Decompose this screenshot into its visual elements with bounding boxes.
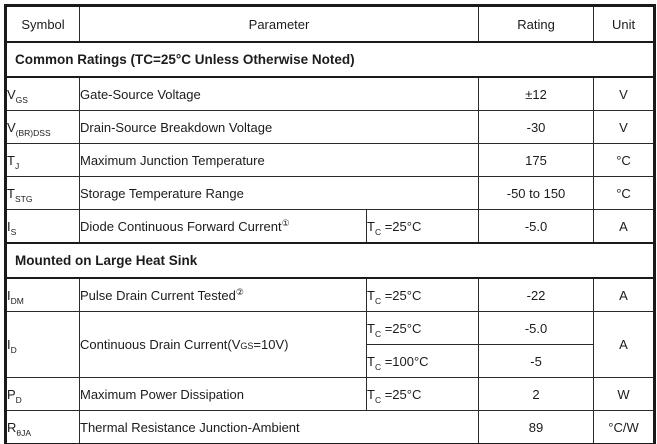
parameter-pd: Maximum Power Dissipation <box>79 377 367 411</box>
unit-pd: W <box>593 377 656 411</box>
symbol-is: IS <box>5 209 80 244</box>
section-title-heat-sink: Mounted on Large Heat Sink <box>4 242 656 279</box>
parameter-id: Continuous Drain Current(VGS=10V) <box>79 311 367 378</box>
parameter-vgs: Gate-Source Voltage <box>78 76 480 111</box>
condition-is: TC =25°C <box>365 209 480 244</box>
table-row-is: IS Diode Continuous Forward Current① TC … <box>5 209 656 244</box>
unit-vbrdss: V <box>593 110 656 144</box>
symbol-rthja: RθJA <box>5 410 80 444</box>
table-row-idm: IDM Pulse Drain Current Tested② TC =25°C… <box>5 277 656 312</box>
unit-rthja: °C/W <box>593 410 656 444</box>
table-row-pd: PD Maximum Power Dissipation TC =25°C 2 … <box>5 377 656 411</box>
symbol-tstg: TSTG <box>5 176 80 210</box>
table-header-row: Symbol Parameter Rating Unit <box>5 5 656 43</box>
header-parameter: Parameter <box>78 5 480 43</box>
rating-vbrdss: -30 <box>478 110 595 144</box>
symbol-vbrdss: V(BR)DSS <box>5 110 80 144</box>
parameter-tstg: Storage Temperature Range <box>78 176 480 210</box>
table-row-vbrdss: V(BR)DSS Drain-Source Breakdown Voltage … <box>5 110 656 144</box>
rating-vgs: ±12 <box>478 76 595 111</box>
rating-is: -5.0 <box>478 209 595 244</box>
table-row-tj: TJ Maximum Junction Temperature 175 °C <box>5 143 656 177</box>
section-row-common-ratings: Common Ratings (TC=25°C Unless Otherwise… <box>4 41 656 78</box>
header-unit: Unit <box>593 5 656 43</box>
table-row-id-25c: ID Continuous Drain Current(VGS=10V) TC … <box>5 311 656 378</box>
footnote-1-icon: ① <box>281 217 290 228</box>
unit-tj: °C <box>593 143 656 177</box>
unit-id: A <box>593 311 656 378</box>
rating-pd: 2 <box>478 377 595 411</box>
maximum-ratings-table: Symbol Parameter Rating Unit Common Rati… <box>4 4 657 444</box>
symbol-id: ID <box>5 311 80 378</box>
parameter-rthja: Thermal Resistance Junction-Ambient <box>78 410 480 444</box>
parameter-is: Diode Continuous Forward Current① <box>79 209 367 244</box>
rating-tj: 175 <box>478 143 595 177</box>
footnote-2-icon: ② <box>235 286 244 297</box>
parameter-idm: Pulse Drain Current Tested② <box>79 277 367 312</box>
parameter-vbrdss: Drain-Source Breakdown Voltage <box>78 110 480 144</box>
symbol-idm: IDM <box>5 277 80 312</box>
rating-tstg: -50 to 150 <box>478 176 595 210</box>
symbol-tj: TJ <box>5 143 80 177</box>
unit-tstg: °C <box>593 176 656 210</box>
unit-idm: A <box>593 277 656 312</box>
rating-idm: -22 <box>478 277 595 312</box>
condition-id-25c: TC =25°C <box>365 311 480 345</box>
header-symbol: Symbol <box>5 5 80 43</box>
rating-rthja: 89 <box>478 410 595 444</box>
condition-id-100c: TC =100°C <box>365 344 480 378</box>
table-row-vgs: VGS Gate-Source Voltage ±12 V <box>5 76 656 111</box>
condition-pd: TC =25°C <box>365 377 480 411</box>
condition-idm: TC =25°C <box>365 277 480 312</box>
rating-id-25c: -5.0 <box>478 311 595 345</box>
symbol-pd: PD <box>5 377 80 411</box>
unit-vgs: V <box>593 76 656 111</box>
table-row-tstg: TSTG Storage Temperature Range -50 to 15… <box>5 176 656 210</box>
table-row-rthja: RθJA Thermal Resistance Junction-Ambient… <box>5 410 656 444</box>
symbol-vgs: VGS <box>5 76 80 111</box>
section-title-common-ratings: Common Ratings (TC=25°C Unless Otherwise… <box>4 41 656 78</box>
unit-is: A <box>593 209 656 244</box>
parameter-tj: Maximum Junction Temperature <box>78 143 480 177</box>
section-row-heat-sink: Mounted on Large Heat Sink <box>4 242 656 279</box>
rating-id-100c: -5 <box>478 344 595 378</box>
header-rating: Rating <box>478 5 595 43</box>
